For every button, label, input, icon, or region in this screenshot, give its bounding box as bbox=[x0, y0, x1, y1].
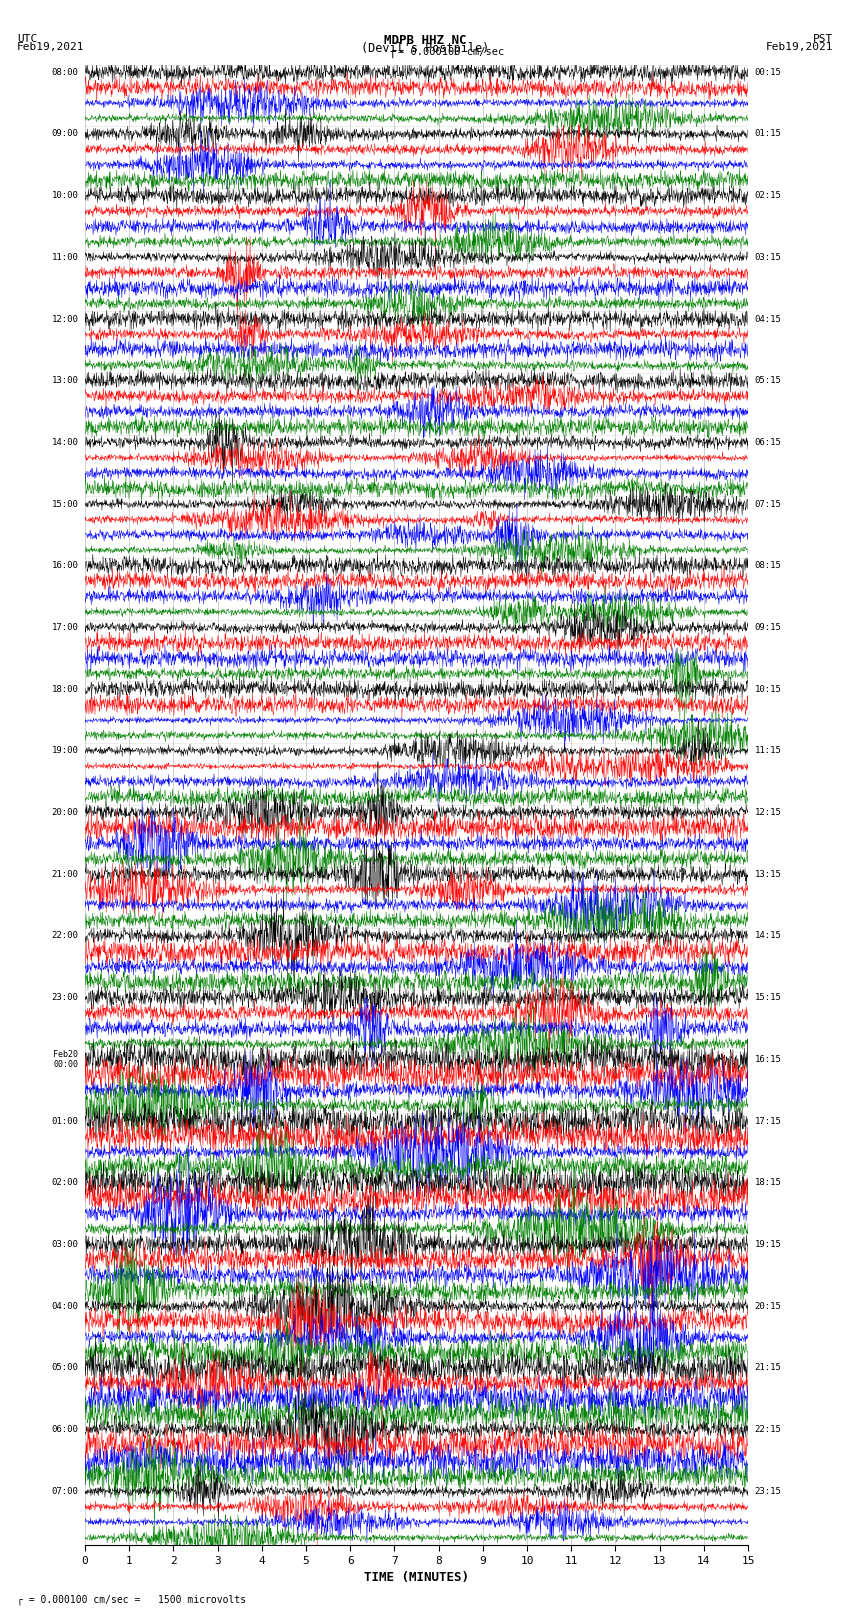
Text: 23:00: 23:00 bbox=[52, 994, 78, 1002]
Text: 03:00: 03:00 bbox=[52, 1240, 78, 1248]
Text: 21:15: 21:15 bbox=[755, 1363, 781, 1373]
Text: Feb19,2021: Feb19,2021 bbox=[17, 42, 84, 52]
Text: UTC: UTC bbox=[17, 34, 37, 44]
Text: 08:15: 08:15 bbox=[755, 561, 781, 571]
Text: 07:00: 07:00 bbox=[52, 1487, 78, 1495]
Text: 09:00: 09:00 bbox=[52, 129, 78, 139]
Text: (Devil's Postpile): (Devil's Postpile) bbox=[361, 42, 489, 55]
Text: 18:15: 18:15 bbox=[755, 1177, 781, 1187]
Text: 16:15: 16:15 bbox=[755, 1055, 781, 1065]
Text: 02:15: 02:15 bbox=[755, 190, 781, 200]
Text: 22:15: 22:15 bbox=[755, 1424, 781, 1434]
Text: 14:15: 14:15 bbox=[755, 931, 781, 940]
Text: 18:00: 18:00 bbox=[52, 684, 78, 694]
Text: 05:15: 05:15 bbox=[755, 376, 781, 386]
Text: 04:00: 04:00 bbox=[52, 1302, 78, 1311]
Text: 17:15: 17:15 bbox=[755, 1116, 781, 1126]
Text: 17:00: 17:00 bbox=[52, 623, 78, 632]
Text: 12:15: 12:15 bbox=[755, 808, 781, 818]
Text: 12:00: 12:00 bbox=[52, 315, 78, 324]
Text: 00:00: 00:00 bbox=[54, 1060, 78, 1068]
Text: 19:15: 19:15 bbox=[755, 1240, 781, 1248]
Text: 13:00: 13:00 bbox=[52, 376, 78, 386]
Text: 05:00: 05:00 bbox=[52, 1363, 78, 1373]
Text: Feb20: Feb20 bbox=[54, 1050, 78, 1060]
Text: 20:15: 20:15 bbox=[755, 1302, 781, 1311]
Text: 19:00: 19:00 bbox=[52, 747, 78, 755]
Text: 08:00: 08:00 bbox=[52, 68, 78, 77]
Text: 09:15: 09:15 bbox=[755, 623, 781, 632]
Text: 06:15: 06:15 bbox=[755, 437, 781, 447]
Text: 10:15: 10:15 bbox=[755, 684, 781, 694]
X-axis label: TIME (MINUTES): TIME (MINUTES) bbox=[364, 1571, 469, 1584]
Text: 20:00: 20:00 bbox=[52, 808, 78, 818]
Text: 10:00: 10:00 bbox=[52, 190, 78, 200]
Text: = 0.000100 cm/sec: = 0.000100 cm/sec bbox=[398, 47, 504, 56]
Text: 23:15: 23:15 bbox=[755, 1487, 781, 1495]
Text: 15:00: 15:00 bbox=[52, 500, 78, 508]
Text: 15:15: 15:15 bbox=[755, 994, 781, 1002]
Text: PST: PST bbox=[813, 34, 833, 44]
Text: 14:00: 14:00 bbox=[52, 437, 78, 447]
Text: 04:15: 04:15 bbox=[755, 315, 781, 324]
Text: 07:15: 07:15 bbox=[755, 500, 781, 508]
Text: 01:15: 01:15 bbox=[755, 129, 781, 139]
Text: MDPB HHZ NC: MDPB HHZ NC bbox=[383, 34, 467, 47]
Text: 00:15: 00:15 bbox=[755, 68, 781, 77]
Text: 16:00: 16:00 bbox=[52, 561, 78, 571]
Text: 13:15: 13:15 bbox=[755, 869, 781, 879]
Text: 21:00: 21:00 bbox=[52, 869, 78, 879]
Text: 01:00: 01:00 bbox=[52, 1116, 78, 1126]
Text: 11:00: 11:00 bbox=[52, 253, 78, 261]
Text: 22:00: 22:00 bbox=[52, 931, 78, 940]
Text: 02:00: 02:00 bbox=[52, 1177, 78, 1187]
Text: 06:00: 06:00 bbox=[52, 1424, 78, 1434]
Text: ┌ = 0.000100 cm/sec =   1500 microvolts: ┌ = 0.000100 cm/sec = 1500 microvolts bbox=[17, 1594, 246, 1605]
Text: ┌: ┌ bbox=[389, 45, 396, 58]
Text: 11:15: 11:15 bbox=[755, 747, 781, 755]
Text: 03:15: 03:15 bbox=[755, 253, 781, 261]
Text: Feb19,2021: Feb19,2021 bbox=[766, 42, 833, 52]
